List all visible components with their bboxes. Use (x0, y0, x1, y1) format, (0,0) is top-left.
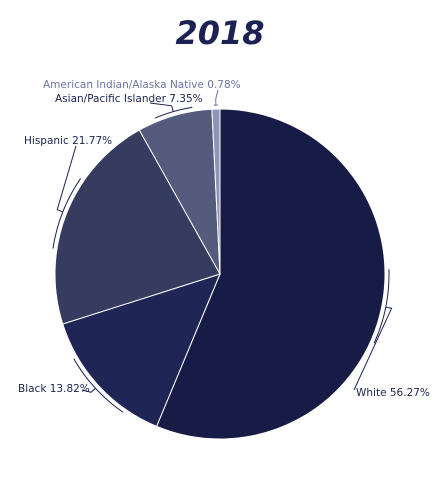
slice-label: Black 13.82% (18, 383, 90, 395)
leader-line (353, 269, 393, 391)
leader-line (73, 358, 124, 413)
pie-slice-white (155, 108, 386, 440)
pie-slice-black (62, 273, 221, 427)
slice-label: Asian/Pacific Islander 7.35% (55, 93, 203, 105)
pie-slice-hispanic (54, 129, 221, 325)
leader-line (149, 102, 193, 119)
leader-line (52, 145, 82, 249)
slice-label: American Indian/Alaska Native 0.78% (43, 79, 241, 91)
leader-line (213, 89, 219, 106)
slice-labels: White 56.27% Black 13.82% Hispanic 21.77% A… (18, 79, 430, 399)
chart-title: 2018 (175, 14, 264, 52)
slice-label: Hispanic 21.77% (24, 135, 112, 147)
slice-label: White 56.27% (356, 387, 430, 399)
pie-slices (54, 108, 386, 440)
pie-slice-american-indian-alaska-native (211, 108, 221, 275)
leader-lines (52, 89, 393, 413)
